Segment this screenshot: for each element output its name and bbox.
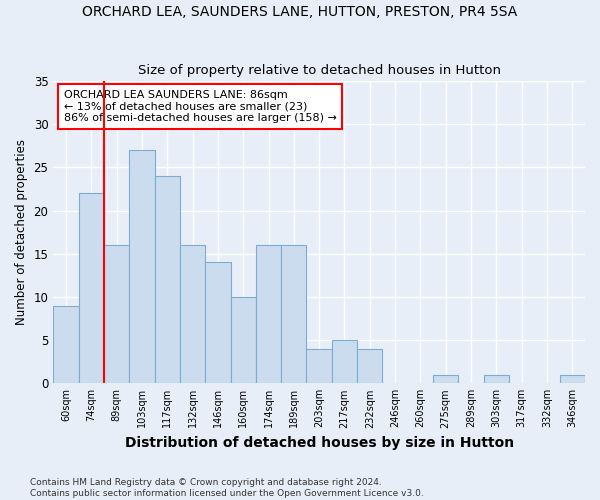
Bar <box>281 245 307 384</box>
Bar <box>484 374 509 384</box>
Bar <box>560 374 585 384</box>
Bar <box>433 374 458 384</box>
Text: ORCHARD LEA, SAUNDERS LANE, HUTTON, PRESTON, PR4 5SA: ORCHARD LEA, SAUNDERS LANE, HUTTON, PRES… <box>82 5 518 19</box>
Text: Contains HM Land Registry data © Crown copyright and database right 2024.
Contai: Contains HM Land Registry data © Crown c… <box>30 478 424 498</box>
Bar <box>79 194 104 384</box>
Bar <box>256 245 281 384</box>
Bar <box>180 245 205 384</box>
Bar <box>155 176 180 384</box>
Bar <box>104 245 129 384</box>
Bar <box>53 306 79 384</box>
Text: ORCHARD LEA SAUNDERS LANE: 86sqm
← 13% of detached houses are smaller (23)
86% o: ORCHARD LEA SAUNDERS LANE: 86sqm ← 13% o… <box>64 90 337 123</box>
Bar <box>230 297 256 384</box>
X-axis label: Distribution of detached houses by size in Hutton: Distribution of detached houses by size … <box>125 436 514 450</box>
Bar <box>357 349 382 384</box>
Title: Size of property relative to detached houses in Hutton: Size of property relative to detached ho… <box>137 64 500 77</box>
Bar <box>129 150 155 384</box>
Bar <box>332 340 357 384</box>
Bar <box>307 349 332 384</box>
Y-axis label: Number of detached properties: Number of detached properties <box>15 139 28 325</box>
Bar <box>205 262 230 384</box>
